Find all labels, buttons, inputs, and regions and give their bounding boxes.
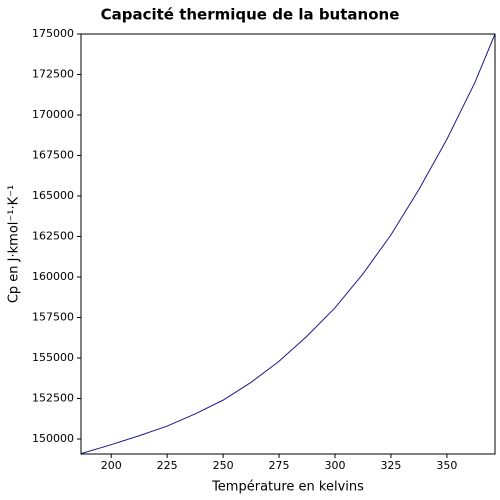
- y-tick-label: 167500: [32, 149, 74, 162]
- x-tick-label: 275: [269, 459, 290, 472]
- y-tick-label: 170000: [32, 108, 74, 121]
- y-tick-label: 155000: [32, 351, 74, 364]
- y-tick-label: 175000: [32, 27, 74, 40]
- y-tick-label: 152500: [32, 392, 74, 405]
- y-tick-label: 165000: [32, 189, 74, 202]
- y-tick-label: 150000: [32, 432, 74, 445]
- x-tick-label: 325: [380, 459, 401, 472]
- x-tick-label: 250: [213, 459, 234, 472]
- x-tick-label: 200: [101, 459, 122, 472]
- y-tick-label: 160000: [32, 270, 74, 283]
- chart-title: Capacité thermique de la butanone: [101, 6, 400, 24]
- y-tick-label: 157500: [32, 311, 74, 324]
- x-tick-label: 225: [157, 459, 178, 472]
- data-line: [80, 33, 496, 455]
- y-tick-label: 172500: [32, 68, 74, 81]
- x-tick-label: 350: [436, 459, 457, 472]
- y-tick-label: 162500: [32, 230, 74, 243]
- y-axis-label: Cp en J·kmol⁻¹·K⁻¹: [7, 185, 22, 303]
- x-tick-label: 300: [324, 459, 345, 472]
- plot-frame: [80, 33, 496, 455]
- x-axis-label: Température en kelvins: [211, 480, 364, 495]
